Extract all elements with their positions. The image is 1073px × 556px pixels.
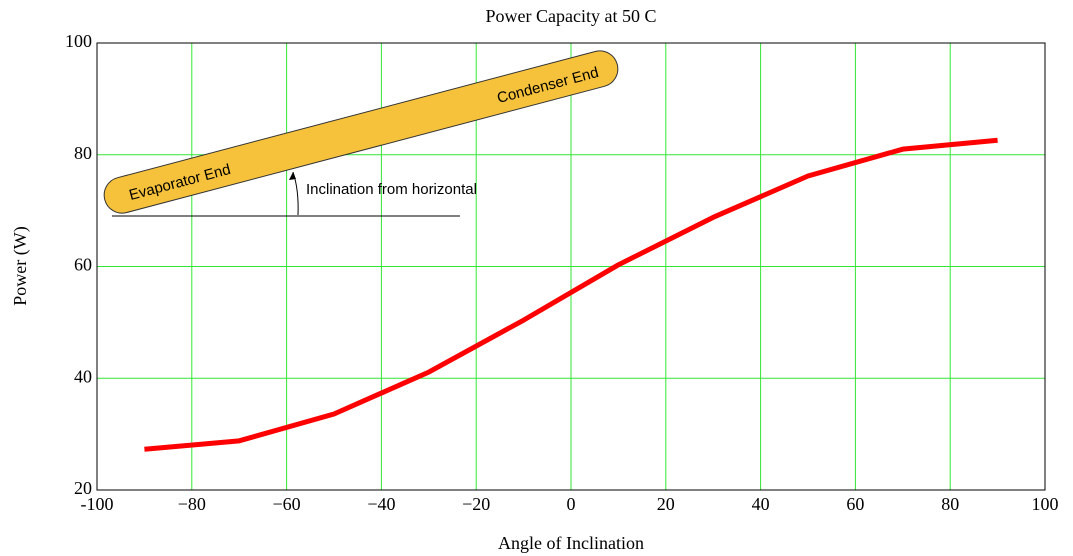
- x-tick-label: −40: [367, 494, 395, 514]
- x-tick-label: 100: [1032, 494, 1059, 514]
- x-tick-label: −80: [178, 494, 206, 514]
- x-tick-label: 80: [941, 494, 959, 514]
- y-tick-label: 100: [65, 31, 92, 51]
- x-axis-label: Angle of Inclination: [498, 533, 644, 553]
- data-line: [144, 137, 998, 452]
- pipe-diagram: Evaporator End Condenser End Inclination…: [103, 50, 619, 217]
- pipe: [103, 50, 619, 214]
- y-tick-label: 60: [74, 255, 92, 275]
- x-tick-label: 60: [846, 494, 864, 514]
- plot-frame: [96, 42, 1046, 491]
- y-tick-label: 80: [74, 143, 92, 163]
- y-axis-label: Power (W): [10, 226, 31, 305]
- arrow-head: [289, 172, 296, 180]
- y-tick-label: 20: [74, 478, 92, 498]
- chart-title: Power Capacity at 50 C: [486, 6, 657, 26]
- x-tick-label: 40: [752, 494, 770, 514]
- x-tick-label: -100: [81, 494, 114, 514]
- y-tick-label: 40: [74, 366, 92, 386]
- x-tick-label: −20: [462, 494, 490, 514]
- annotation: Inclination from horizontal: [306, 181, 477, 198]
- x-tick-label: −60: [273, 494, 301, 514]
- x-tick-label: 20: [657, 494, 675, 514]
- grid: [96, 42, 1046, 491]
- x-tick-label: 0: [567, 494, 576, 514]
